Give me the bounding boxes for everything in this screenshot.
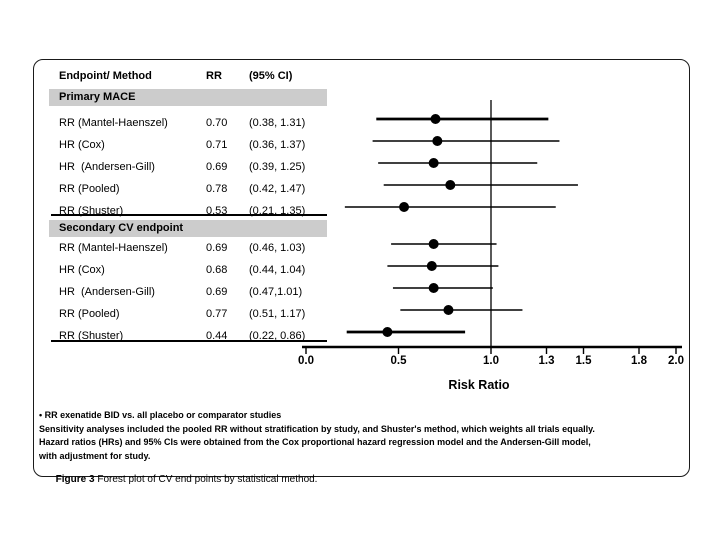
row-endpoint-label: RR (Mantel-Haenszel) — [59, 117, 168, 129]
footnote-line: • RR exenatide BID vs. all placebo or co… — [39, 410, 282, 420]
x-tick-label: 0.0 — [298, 355, 314, 367]
row-rr-value: 0.69 — [206, 161, 228, 173]
footnote-line: Sensitivity analyses included the pooled… — [39, 423, 595, 434]
row-endpoint-label: RR (Shuster) — [59, 330, 124, 342]
row-endpoint-label: RR (Pooled) — [59, 183, 120, 195]
row-ci-value: (0.39, 1.25) — [249, 161, 306, 173]
table-row: RR (Pooled) 0.77 (0.51, 1.17) — [34, 305, 374, 323]
point-estimate-dot — [445, 180, 456, 190]
figure-box: Endpoint/ Method RR (95% CI) Primary MAC… — [33, 59, 690, 485]
table-rule-top — [51, 214, 327, 216]
point-estimate-dot — [426, 261, 437, 271]
row-rr-value: 0.78 — [206, 183, 228, 195]
table-row: HR (Cox) 0.71 (0.36, 1.37) — [34, 136, 374, 154]
table-row: RR (Shuster) 0.53 (0.21, 1.35) — [34, 202, 374, 220]
point-estimate-dot — [428, 158, 439, 168]
row-endpoint-label: HR (Cox) — [59, 139, 105, 151]
footnote-line: Hazard ratios (HRs) and 95% CIs were obt… — [39, 437, 591, 447]
point-estimate-dot — [382, 327, 393, 337]
table-row: RR (Shuster) 0.44 (0.22, 0.86) — [34, 327, 374, 345]
point-estimate-dot — [428, 239, 439, 249]
row-ci-value: (0.22, 0.86) — [249, 330, 306, 342]
row-ci-value: (0.46, 1.03) — [249, 242, 306, 254]
row-ci-value: (0.42, 1.47) — [249, 183, 306, 195]
section-band-primary-mace: Primary MACE — [49, 89, 327, 106]
x-axis-title: Risk Ratio — [448, 378, 510, 392]
row-ci-value: (0.51, 1.17) — [249, 308, 306, 320]
row-endpoint-label: RR (Pooled) — [59, 308, 120, 320]
x-tick-label: 1.0 — [483, 355, 499, 367]
table-row: RR (Mantel-Haenszel) 0.69 (0.46, 1.03) — [34, 239, 374, 257]
figure-caption-text: Forest plot of CV end points by statisti… — [94, 474, 318, 485]
row-endpoint-label: HR (Cox) — [59, 264, 105, 276]
figure-caption-label: Figure 3 — [55, 474, 95, 485]
row-endpoint-label: RR (Mantel-Haenszel) — [59, 242, 168, 254]
row-endpoint-label: HR (Andersen-Gill) — [59, 286, 155, 298]
row-ci-value: (0.47,1.01) — [249, 286, 303, 298]
row-ci-value: (0.21, 1.35) — [249, 205, 306, 217]
table-row: HR (Andersen-Gill) 0.69 (0.47,1.01) — [34, 283, 374, 301]
figure-caption: Figure 3 Forest plot of CV end points by… — [39, 460, 318, 499]
point-estimate-dot — [430, 114, 441, 124]
point-estimate-dot — [432, 136, 443, 146]
column-header-endpoint: Endpoint/ Method — [59, 70, 152, 82]
row-rr-value: 0.68 — [206, 264, 228, 276]
row-ci-value: (0.36, 1.37) — [249, 139, 306, 151]
section-band-secondary-cv: Secondary CV endpoint — [49, 220, 327, 237]
row-endpoint-label: HR (Andersen-Gill) — [59, 161, 155, 173]
row-rr-value: 0.44 — [206, 330, 228, 342]
row-rr-value: 0.69 — [206, 242, 228, 254]
x-tick-label: 1.8 — [631, 355, 647, 367]
table-row: RR (Pooled) 0.78 (0.42, 1.47) — [34, 180, 374, 198]
row-ci-value: (0.44, 1.04) — [249, 264, 306, 276]
x-tick-label: 1.5 — [575, 355, 592, 367]
point-estimate-dot — [443, 305, 454, 315]
table-row: HR (Cox) 0.68 (0.44, 1.04) — [34, 261, 374, 279]
column-header-rr: RR — [206, 70, 222, 82]
row-rr-value: 0.77 — [206, 308, 228, 320]
table-row: HR (Andersen-Gill) 0.69 (0.39, 1.25) — [34, 158, 374, 176]
row-rr-value: 0.70 — [206, 117, 228, 129]
footnote-line: with adjustment for study. — [39, 450, 151, 461]
table-rule-bottom — [51, 340, 327, 342]
x-tick-label: 1.3 — [538, 355, 555, 367]
table-row: RR (Mantel-Haenszel) 0.70 (0.38, 1.31) — [34, 114, 374, 132]
row-ci-value: (0.38, 1.31) — [249, 117, 306, 129]
row-endpoint-label: RR (Shuster) — [59, 205, 124, 217]
x-tick-label: 0.5 — [390, 355, 407, 367]
row-rr-value: 0.71 — [206, 139, 228, 151]
column-header-ci: (95% CI) — [249, 70, 293, 82]
point-estimate-dot — [428, 283, 439, 293]
x-tick-label: 2.0 — [668, 355, 684, 367]
row-rr-value: 0.69 — [206, 286, 228, 298]
point-estimate-dot — [399, 202, 410, 212]
row-rr-value: 0.53 — [206, 205, 228, 217]
